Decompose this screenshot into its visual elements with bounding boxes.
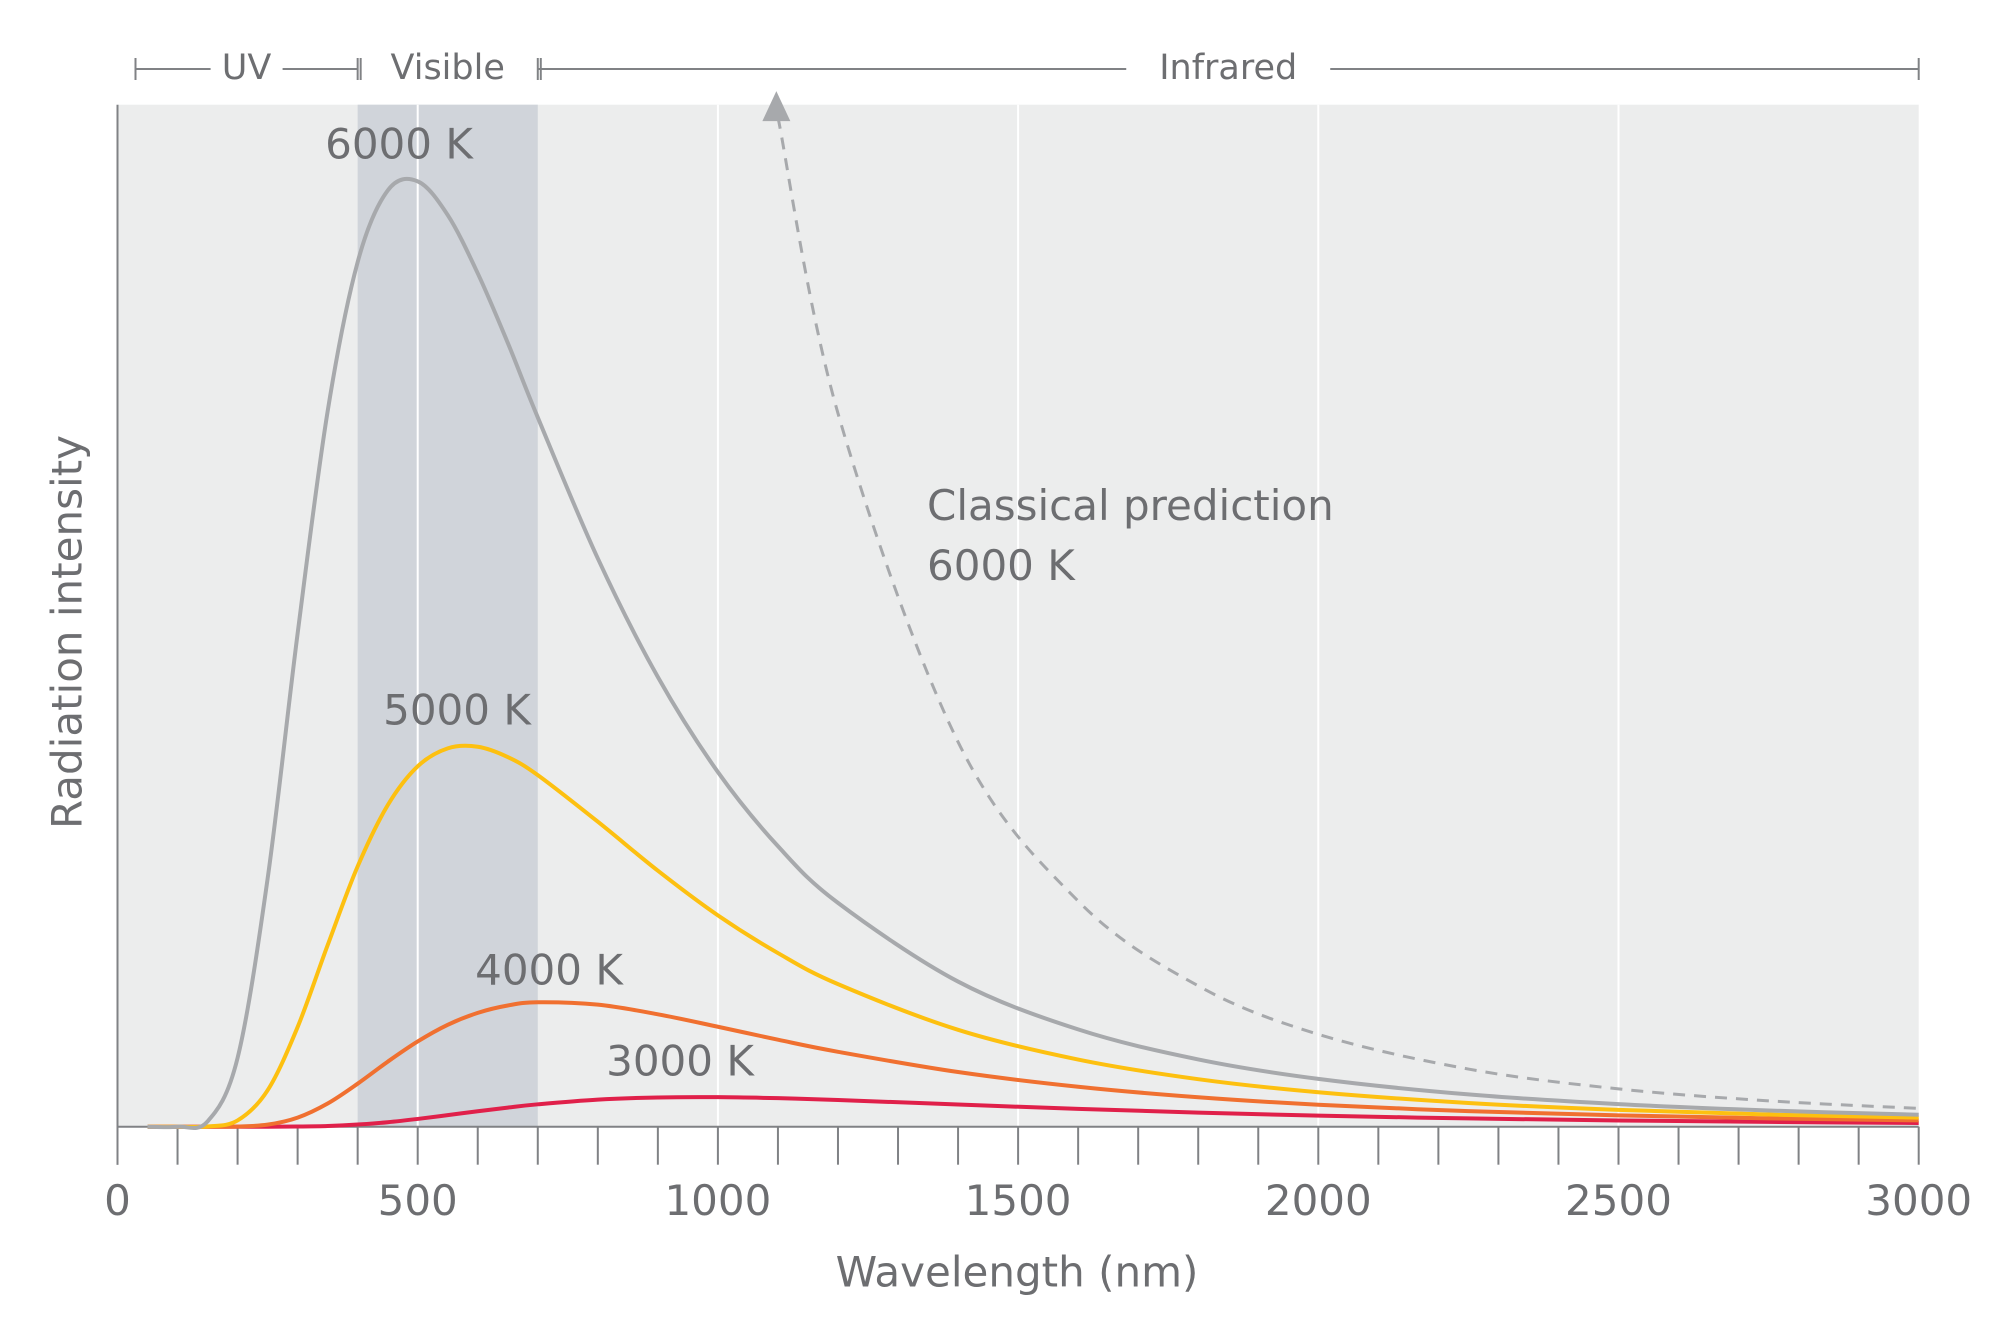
curve [147,743,1919,1130]
arrowhead [762,91,791,122]
x-tick-label: 500 [378,1176,458,1225]
x-tick-label: 0 [104,1176,131,1225]
curve-label: 6000 K [325,120,474,169]
visible-band [357,104,538,1127]
curve [147,176,1919,1131]
x-tick-label: 2000 [1265,1176,1372,1225]
region-label: Infrared [1159,48,1297,88]
curve-label: 5000 K [383,686,532,735]
curve [147,1095,1919,1129]
x-tick-label: 1500 [965,1176,1072,1225]
x-axis-label: Wavelength (nm) [836,1248,1199,1297]
curve-label: 4000 K [475,946,624,995]
classical-label: Classical prediction 6000 K [927,481,1334,590]
region-label: UV [222,48,272,88]
classical-curve [776,116,1919,1110]
x-tick-label: 3000 [1865,1176,1972,1225]
curve-label: 3000 K [606,1037,755,1086]
x-tick-label: 1000 [664,1176,771,1225]
x-tick-label: 2500 [1565,1176,1672,1225]
y-axis-label: Radiation intensity [43,435,92,829]
curve [147,1000,1919,1129]
region-label: Visible [391,48,505,88]
